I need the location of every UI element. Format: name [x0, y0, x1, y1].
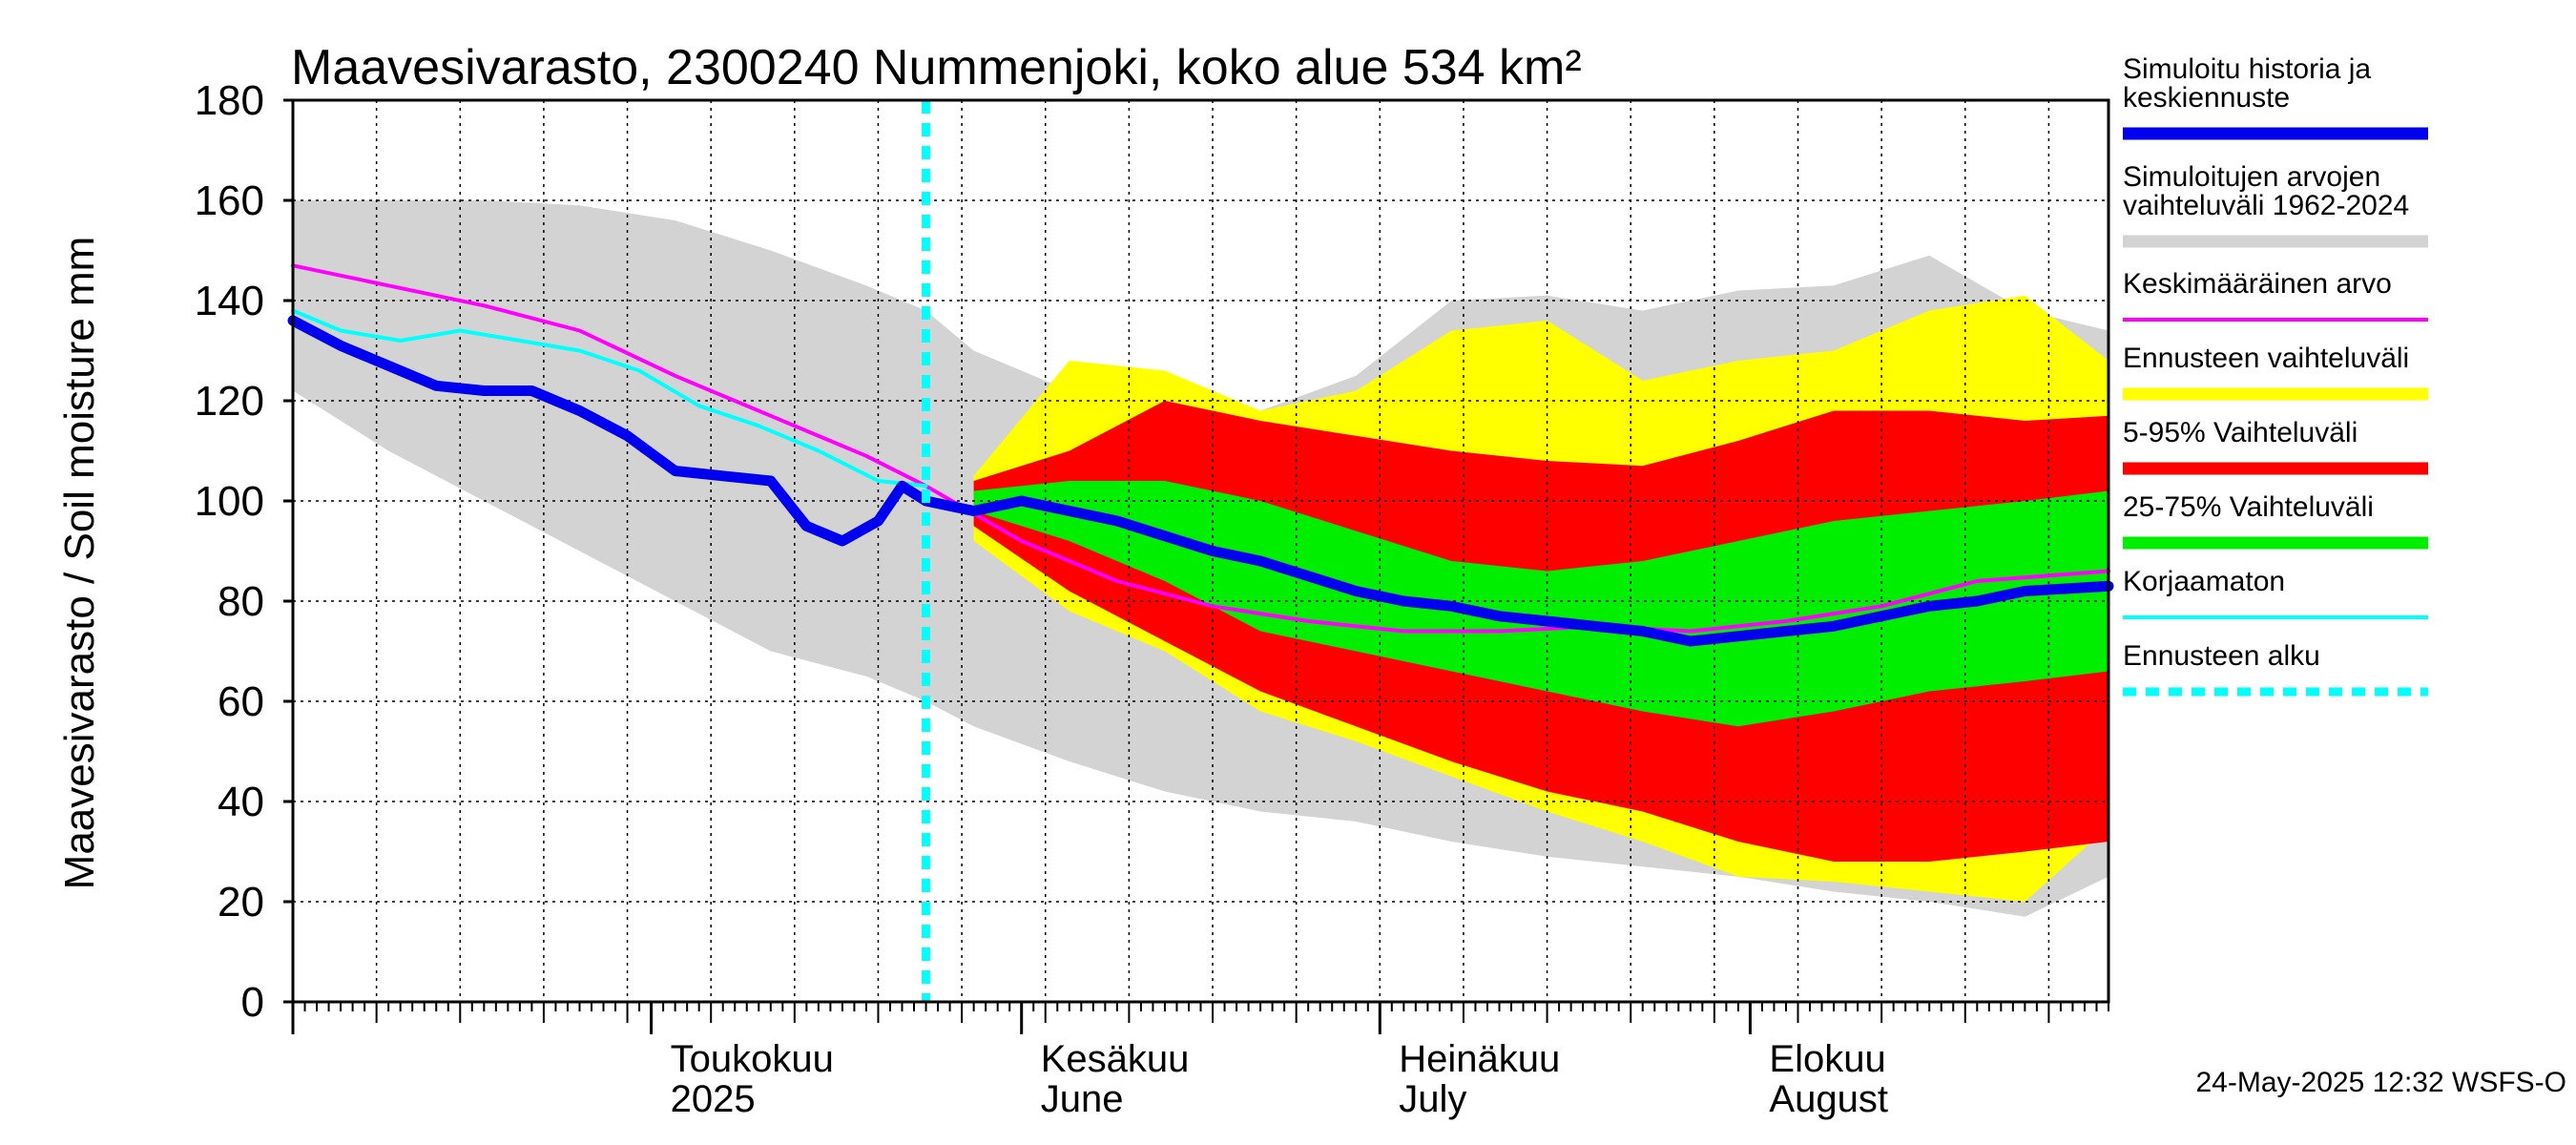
y-tick-label: 20 [218, 879, 264, 926]
series-line-1 [291, 308, 928, 489]
month-label-en: 2025 [671, 1078, 756, 1120]
month-label: Kesäkuu [1041, 1038, 1190, 1080]
series-layer [287, 100, 2114, 1002]
legend-label: Korjaamaton [2123, 566, 2285, 597]
month-label: Elokuu [1769, 1038, 1885, 1080]
month-label: Heinäkuu [1399, 1038, 1560, 1080]
y-tick-label: 180 [195, 77, 264, 124]
band-3 [973, 481, 2109, 727]
month-label-en: June [1041, 1078, 1124, 1120]
legend-label: Ennusteen alku [2123, 640, 2320, 672]
month-label-en: July [1399, 1078, 1466, 1120]
y-tick-label: 120 [195, 378, 264, 425]
legend-label: Keskimääräinen arvo [2123, 268, 2392, 300]
month-label: Toukokuu [671, 1038, 834, 1080]
legend-label: 25-75% Vaihteluväli [2123, 491, 2374, 523]
footer-timestamp: 24-May-2025 12:32 WSFS-O [2196, 1067, 2567, 1098]
y-tick-label: 0 [241, 979, 264, 1026]
series-line-0 [291, 263, 2110, 634]
legend-label: Simuloitu historia ja keskiennuste [2123, 53, 2371, 114]
series-line-2 [287, 315, 2114, 647]
y-tick-label: 40 [218, 779, 264, 825]
y-axis-label: Maavesivarasto / Soil moisture mm [56, 237, 103, 890]
y-tick-label: 80 [218, 578, 264, 625]
legend-label: Ennusteen vaihteluväli [2123, 343, 2409, 374]
month-label-en: August [1769, 1078, 1888, 1120]
legend-label: 5-95% Vaihteluväli [2123, 417, 2358, 448]
y-tick-label: 140 [195, 278, 264, 324]
y-tick-label: 100 [195, 478, 264, 525]
chart-title: Maavesivarasto, 2300240 Nummenjoki, koko… [291, 40, 1582, 95]
legend: Simuloitu historia ja keskiennuste Simuloi… [2123, 53, 2428, 697]
y-tick-label: 160 [195, 177, 264, 224]
y-tick-label: 60 [218, 678, 264, 725]
band-layer [293, 200, 2109, 917]
legend-label: Simuloitujen arvojen vaihteluväli 1962-20… [2123, 161, 2409, 221]
